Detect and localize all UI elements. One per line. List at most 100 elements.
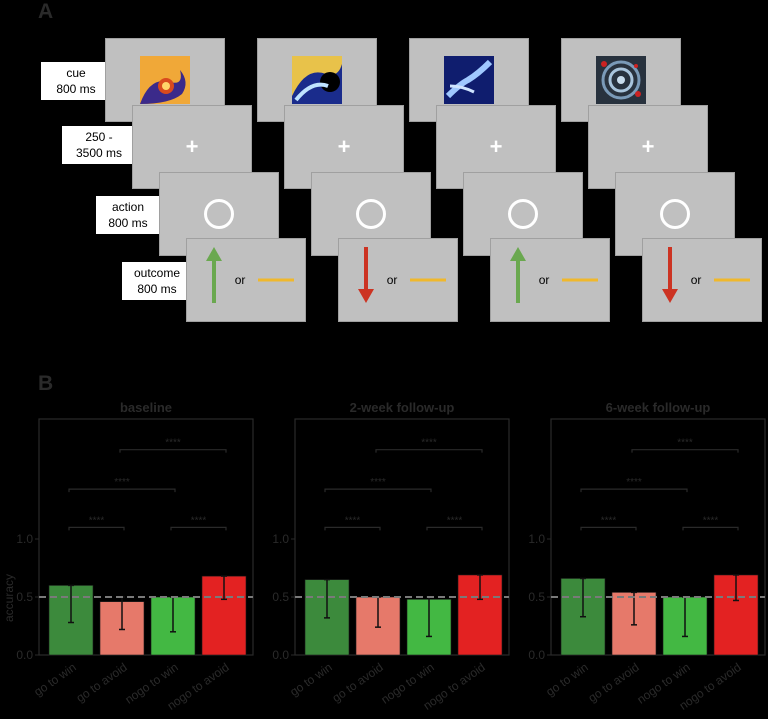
bar-nogo-to-avoid bbox=[201, 575, 247, 656]
significance-bracket bbox=[426, 526, 483, 531]
bar-go-to-avoid bbox=[99, 601, 145, 656]
x-tick-label: nogo to avoid bbox=[165, 660, 232, 713]
outcome-screen-2: or bbox=[338, 238, 458, 322]
x-tick-label: nogo to avoid bbox=[677, 660, 744, 713]
fixation-cross: + bbox=[641, 134, 655, 159]
bar-go-to-avoid bbox=[355, 596, 401, 656]
bar-go-to-avoid bbox=[611, 592, 657, 656]
x-tick-label: go to win bbox=[31, 660, 78, 699]
outcome-screen-3: or bbox=[490, 238, 610, 322]
bar-go-to-win bbox=[304, 579, 350, 656]
outcome-screen-1: or bbox=[186, 238, 306, 322]
fractal-blue-image bbox=[444, 56, 494, 104]
iti-label-line1: 250 - bbox=[85, 130, 113, 144]
cue-label: cue 800 ms bbox=[41, 62, 111, 100]
significance-stars: **** bbox=[114, 477, 130, 488]
x-tick-label: go to win bbox=[287, 660, 334, 699]
x-tick-label: nogo to win bbox=[122, 660, 180, 707]
bar-nogo-to-avoid bbox=[457, 574, 503, 656]
fractal-yellow-blue-image bbox=[292, 56, 342, 104]
neutral-outcome-dash bbox=[561, 278, 598, 282]
fractal-spiral-red-image bbox=[596, 56, 646, 104]
fractal-orange-image bbox=[140, 56, 190, 104]
significance-bracket bbox=[68, 526, 125, 531]
y-tick-label: 0.0 bbox=[16, 648, 33, 662]
bar-nogo-to-avoid bbox=[713, 574, 759, 656]
response-circle bbox=[508, 199, 538, 229]
y-tick-label: 0.5 bbox=[272, 590, 289, 604]
significance-bracket bbox=[68, 488, 176, 493]
neutral-outcome-dash bbox=[257, 278, 294, 282]
y-axis-label: accuracy bbox=[2, 574, 16, 622]
outcome-label-line1: outcome bbox=[133, 266, 181, 280]
x-tick-label: nogo to win bbox=[378, 660, 436, 707]
chart-title: baseline bbox=[120, 400, 172, 415]
or-text: or bbox=[386, 273, 398, 287]
x-tick-label: nogo to avoid bbox=[421, 660, 488, 713]
outcome-label-line2: 800 ms bbox=[137, 282, 177, 296]
significance-stars: **** bbox=[191, 515, 207, 526]
significance-bracket bbox=[580, 488, 688, 493]
action-label-line1: action bbox=[111, 200, 145, 214]
significance-stars: **** bbox=[345, 515, 361, 526]
significance-bracket bbox=[324, 488, 432, 493]
or-text: or bbox=[234, 273, 246, 287]
significance-stars: **** bbox=[677, 438, 693, 449]
cue-label-line2: 800 ms bbox=[56, 82, 96, 96]
significance-stars: **** bbox=[626, 477, 642, 488]
y-tick-label: 0.0 bbox=[528, 648, 545, 662]
plot-frame bbox=[38, 418, 254, 656]
y-tick-label: 0.5 bbox=[16, 590, 33, 604]
bar-nogo-to-win bbox=[406, 599, 452, 656]
significance-stars: **** bbox=[421, 438, 437, 449]
x-tick-label: go to win bbox=[543, 660, 590, 699]
action-label-line2: 800 ms bbox=[108, 216, 148, 230]
arrow-up-icon bbox=[509, 247, 526, 303]
fixation-cross: + bbox=[489, 134, 503, 159]
iti-label: 250 - 3500 ms bbox=[62, 126, 136, 164]
x-tick-label: nogo to win bbox=[634, 660, 692, 707]
bar-go-to-win bbox=[48, 585, 94, 656]
x-tick-label: go to avoid bbox=[74, 660, 130, 705]
significance-stars: **** bbox=[89, 515, 105, 526]
or-text: or bbox=[690, 273, 702, 287]
significance-stars: **** bbox=[165, 438, 181, 449]
y-tick-label: 1.0 bbox=[16, 532, 33, 546]
significance-stars: **** bbox=[703, 515, 719, 526]
y-tick-label: 1.0 bbox=[272, 532, 289, 546]
x-tick-label: go to avoid bbox=[586, 660, 642, 705]
significance-stars: **** bbox=[370, 477, 386, 488]
response-circle bbox=[204, 199, 234, 229]
arrow-up-icon bbox=[205, 247, 222, 303]
plot-frame bbox=[294, 418, 510, 656]
significance-bracket bbox=[170, 526, 227, 531]
significance-bracket bbox=[631, 449, 739, 453]
significance-bracket bbox=[324, 526, 381, 531]
significance-stars: **** bbox=[601, 515, 617, 526]
response-circle bbox=[356, 199, 386, 229]
fixation-cross: + bbox=[185, 134, 199, 159]
significance-stars: **** bbox=[447, 515, 463, 526]
bar-go-to-win bbox=[560, 578, 606, 656]
bar-nogo-to-win bbox=[150, 596, 196, 656]
plot-frame bbox=[550, 418, 766, 656]
chart-title: 2-week follow-up bbox=[350, 400, 455, 415]
outcome-screen-4: or bbox=[642, 238, 762, 322]
significance-bracket bbox=[682, 526, 739, 531]
y-tick-label: 0.5 bbox=[528, 590, 545, 604]
arrow-down-icon bbox=[661, 247, 678, 303]
iti-label-line2: 3500 ms bbox=[75, 146, 123, 160]
y-tick-label: 1.0 bbox=[528, 532, 545, 546]
bar-nogo-to-win bbox=[662, 596, 708, 656]
y-tick-label: 0.0 bbox=[272, 648, 289, 662]
neutral-outcome-dash bbox=[713, 278, 750, 282]
or-text: or bbox=[538, 273, 550, 287]
x-tick-label: go to avoid bbox=[330, 660, 386, 705]
outcome-label: outcome 800 ms bbox=[122, 262, 192, 300]
neutral-outcome-dash bbox=[409, 278, 446, 282]
action-label: action 800 ms bbox=[96, 196, 160, 234]
fixation-cross: + bbox=[337, 134, 351, 159]
significance-bracket bbox=[119, 449, 227, 453]
panel-a-letter: A bbox=[38, 0, 54, 23]
significance-bracket bbox=[580, 526, 637, 531]
